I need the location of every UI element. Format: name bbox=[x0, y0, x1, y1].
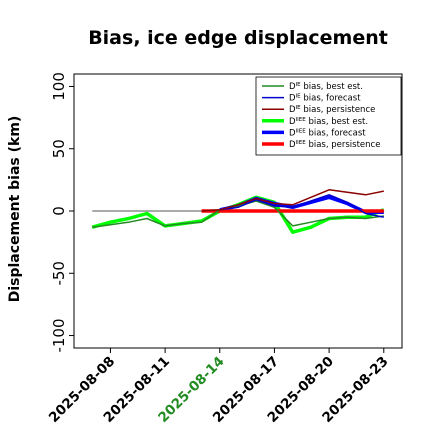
series-line-ie-forecast bbox=[219, 194, 384, 218]
y-tick-label: -50 bbox=[50, 261, 68, 286]
legend-box bbox=[255, 76, 402, 156]
y-axis-label: Displacement bias (km) bbox=[7, 116, 23, 303]
legend-entry: DIIEE bias, best est. bbox=[289, 117, 368, 127]
chart-title: Bias, ice edge displacement bbox=[88, 27, 388, 49]
y-tick-label: -100 bbox=[50, 319, 68, 353]
legend-entry: DIE bias, persistence bbox=[289, 105, 375, 115]
series-line-ie-persistence bbox=[201, 189, 384, 212]
y-tick-label: 100 bbox=[50, 72, 68, 101]
legend-entry: DIE bias, forecast bbox=[289, 94, 361, 104]
y-tick-label: 0 bbox=[50, 206, 68, 216]
legend-entry: DIIEE bias, forecast bbox=[289, 128, 366, 138]
legend-entry: DIIEE bias, persistence bbox=[289, 140, 380, 150]
legend-entry: DIE bias, best est. bbox=[289, 82, 363, 92]
legend: DIE bias, best est. DIE bias, forecastDIE… bbox=[255, 76, 402, 156]
series-line-ie-best-est bbox=[92, 200, 384, 228]
y-tick-label: 50 bbox=[50, 139, 68, 158]
